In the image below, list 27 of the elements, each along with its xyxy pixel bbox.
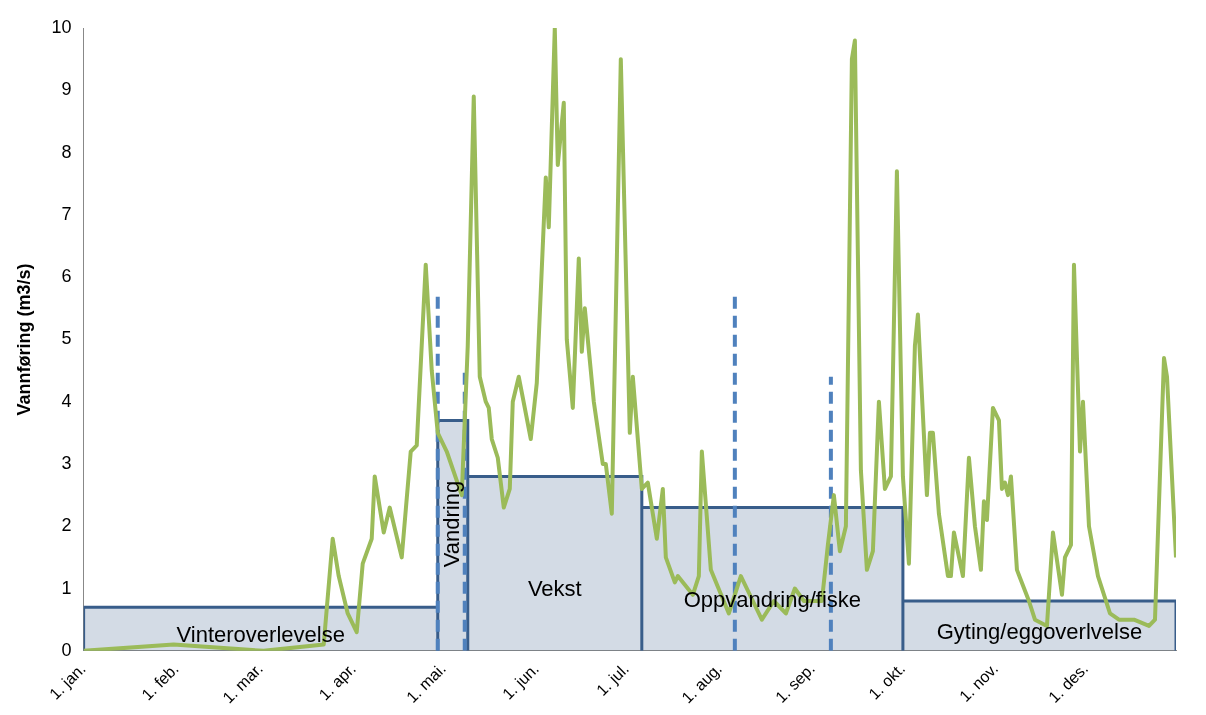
y-tick-label: 2 xyxy=(61,515,72,536)
annotation: Vandring xyxy=(438,480,464,568)
x-tick-label: 1. okt. xyxy=(865,659,909,703)
x-tick-label: 1. apr. xyxy=(315,659,359,704)
y-tick-label: 5 xyxy=(61,328,72,349)
y-tick-label: 4 xyxy=(61,390,72,411)
y-tick-label: 1 xyxy=(61,577,72,598)
y-tick-label: 7 xyxy=(61,203,72,224)
x-tick-label: 1. des. xyxy=(1045,659,1092,706)
x-tick-label: 1. mai. xyxy=(403,659,449,706)
x-tick-label: 1. nov. xyxy=(956,659,1002,705)
y-tick-label: 8 xyxy=(61,141,72,162)
y-tick-label: 6 xyxy=(61,266,72,287)
x-tick-label: 1. aug. xyxy=(678,659,726,707)
x-tick-label: 1. jun. xyxy=(499,659,543,703)
y-tick-label: 3 xyxy=(61,452,72,473)
annotation: Vekst xyxy=(527,575,582,601)
annotation: Gyting/eggoverlvelse xyxy=(936,619,1143,645)
x-tick-label: 1. feb. xyxy=(138,659,182,704)
y-axis-title: Vannføring (m3/s) xyxy=(13,263,34,416)
x-tick-label: 1. sep. xyxy=(772,659,819,706)
y-tick-label: 9 xyxy=(61,79,72,100)
x-tick-label: 1. jul. xyxy=(592,659,633,699)
y-tick-label: 10 xyxy=(51,16,72,37)
x-tick-label: 1. jan. xyxy=(46,659,89,703)
y-tick-label: 0 xyxy=(61,639,72,660)
x-tick-label: 1. mar. xyxy=(219,659,266,707)
